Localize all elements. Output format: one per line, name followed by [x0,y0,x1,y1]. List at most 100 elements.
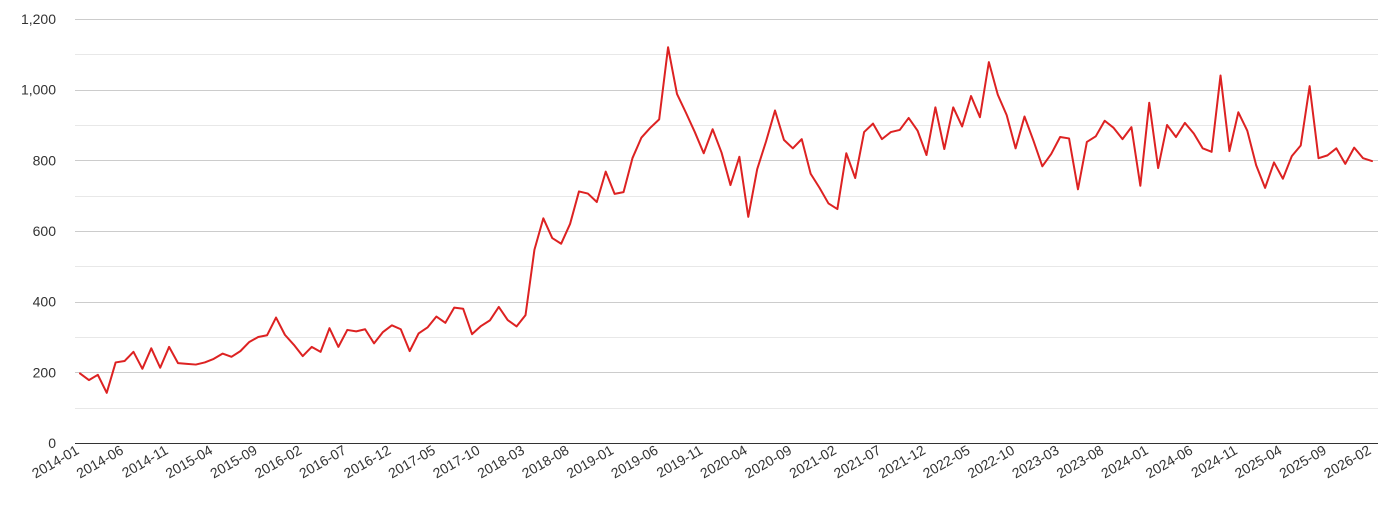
data-point [907,116,911,120]
data-point [408,349,412,353]
data-point [702,151,706,155]
data-point [1245,129,1249,133]
data-point [1210,150,1214,154]
data-point [381,330,385,334]
data-point [443,321,447,325]
data-point [630,156,634,160]
data-point [1254,163,1258,167]
data-point [809,172,813,176]
data-point [684,111,688,115]
y-tick-label: 200 [33,364,57,380]
x-tick-label: 2021-02 [786,442,839,482]
data-point [711,127,715,131]
data-point [898,128,902,132]
x-tick-label: 2025-04 [1232,442,1285,482]
data-point [613,192,617,196]
data-point [916,129,920,133]
data-point [987,60,991,64]
data-point [951,105,955,109]
data-point [310,345,314,349]
data-point [541,216,545,220]
data-point [158,366,162,370]
data-point [265,333,269,337]
data-point [1183,121,1187,125]
data-point [1281,177,1285,181]
data-point [960,124,964,128]
x-tick-label: 2018-08 [519,442,572,482]
data-point [604,170,608,174]
gridlines [75,19,1378,409]
data-point [1192,131,1196,135]
data-point [764,139,768,143]
data-point [149,346,153,350]
data-point [1067,136,1071,140]
data-point [791,146,795,150]
data-point [105,391,109,395]
data-point [212,357,216,361]
data-point [1023,115,1027,119]
data-point [426,325,430,329]
data-point [1343,162,1347,166]
x-tick-label: 2023-03 [1009,442,1062,482]
x-tick-label: 2017-10 [430,442,483,482]
data-point [301,354,305,358]
data-point [1219,74,1223,78]
x-tick-label: 2019-06 [608,442,661,482]
data-point [274,316,278,320]
y-tick-label: 400 [33,294,57,310]
data-point [1361,156,1365,160]
data-point [1334,146,1338,150]
data-point [782,138,786,142]
x-tick-label: 2016-02 [252,442,305,482]
data-point [497,305,501,309]
data-point [292,343,296,347]
data-point [666,45,670,49]
x-tick-label: 2020-09 [742,442,795,482]
data-point [256,335,260,339]
data-point [452,306,456,310]
data-point [479,324,483,328]
data-point [1308,84,1312,88]
data-point [78,371,82,375]
data-point [1040,164,1044,168]
data-point [648,126,652,130]
x-tick-label: 2015-09 [207,442,260,482]
data-point [488,318,492,322]
data-point [1129,125,1133,129]
x-tick-label: 2019-11 [654,442,706,481]
data-point [461,307,465,311]
data-point [657,117,661,121]
data-point [1138,184,1142,188]
data-point [693,130,697,134]
x-tick-label: 2024-01 [1098,442,1151,482]
data-point [1263,186,1267,190]
data-point [1201,146,1205,150]
data-point [835,207,839,211]
y-tick-label: 1,000 [21,82,56,98]
x-tick-label: 2015-04 [163,442,216,482]
series-layer [78,45,1373,395]
y-tick-label: 800 [33,152,57,168]
data-point [924,153,928,157]
data-point [675,92,679,96]
data-point [140,367,144,371]
data-point [167,345,171,349]
data-point [221,352,225,356]
data-point [506,318,510,322]
data-point [1058,135,1062,139]
x-tick-label: 2024-11 [1188,442,1240,481]
data-point [87,378,91,382]
data-point [1085,140,1089,144]
x-tick-label: 2016-07 [296,442,349,482]
data-point [1165,123,1169,127]
y-tick-label: 0 [48,435,56,451]
x-tick-label: 2018-03 [475,442,528,482]
data-point [247,340,251,344]
data-point [1325,153,1329,157]
y-tick-label: 600 [33,223,57,239]
data-point [1236,110,1240,114]
data-point [942,147,946,151]
x-tick-label: 2025-09 [1276,442,1329,482]
data-point [96,373,100,377]
data-point [399,327,403,331]
